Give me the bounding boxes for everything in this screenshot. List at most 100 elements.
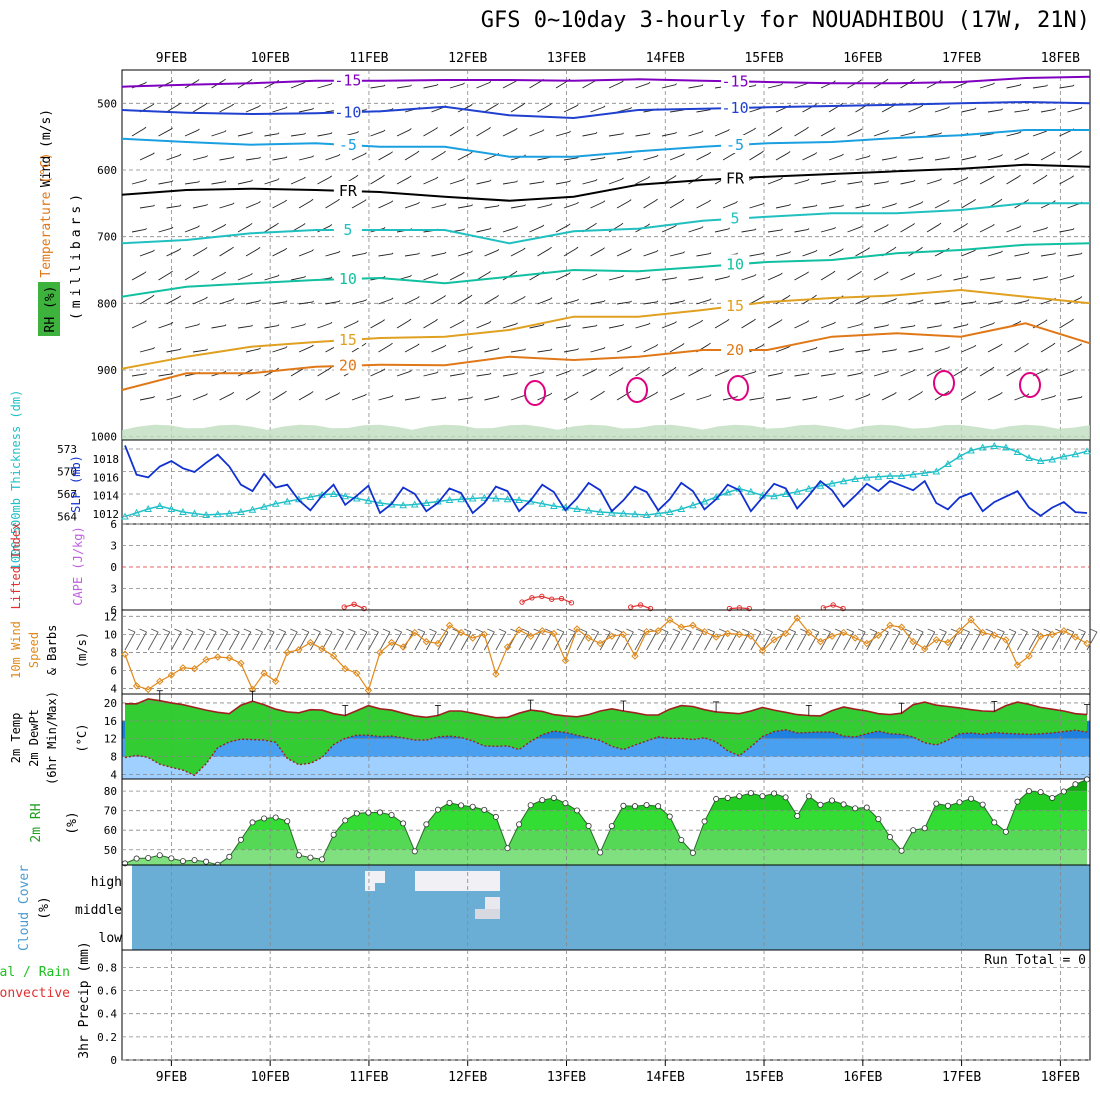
wind-barb <box>356 631 368 651</box>
thickness-point <box>352 494 361 502</box>
wind-barb <box>634 631 646 651</box>
wind-barb-flag <box>284 390 287 394</box>
wind-barb <box>325 200 338 209</box>
wind-barb-flag <box>842 394 844 397</box>
wind-barb <box>184 272 198 281</box>
wind-barb-flag <box>569 130 571 133</box>
wind-barb <box>147 631 159 651</box>
thickness-point <box>793 487 802 495</box>
wind-barb <box>908 202 922 209</box>
wind-barb-flag <box>807 372 810 375</box>
wind-barb <box>820 373 835 377</box>
wind-barb-flag <box>249 78 253 82</box>
wind-barb-flag <box>312 107 314 110</box>
wind-barb <box>425 631 437 651</box>
wind-barb-flag <box>927 628 935 633</box>
wind-barb-flag <box>1026 199 1029 202</box>
wind-barb <box>661 84 676 89</box>
wind-barb-flag <box>550 392 553 395</box>
wind-barb <box>767 178 782 185</box>
wind-speed-point <box>758 646 767 655</box>
lifted-index-point <box>548 596 555 602</box>
wind-barb-flag <box>577 348 579 350</box>
y-tick-label-slp: 1012 <box>93 508 120 521</box>
wind-speed-point <box>596 639 604 648</box>
lifted-index-point <box>627 604 634 610</box>
wind-speed-point <box>237 659 245 667</box>
wind-barb-flag <box>682 392 685 395</box>
wind-barb-flag <box>153 204 155 207</box>
wind-speed-point <box>1002 636 1010 644</box>
day-label: 14FEB <box>646 1070 685 1085</box>
thickness-point <box>132 508 141 516</box>
wind-barb-flag <box>993 82 995 85</box>
wind-barb-flag <box>707 628 715 633</box>
wind-barb <box>457 296 471 305</box>
wind-barb <box>1014 153 1028 161</box>
wind-barb-flag <box>630 300 632 303</box>
wind-barb-flag <box>841 248 844 251</box>
wind-barb-flag <box>469 294 473 298</box>
wind-barb-flag <box>807 178 810 181</box>
cloud-middle-label: middle <box>75 903 122 918</box>
wind-barb <box>184 181 199 185</box>
wind-barb-flag <box>185 628 194 633</box>
wind-barb <box>449 321 463 329</box>
wind-barb-flag <box>302 223 306 226</box>
wind-barb-flag <box>542 371 545 373</box>
contour-label-bg <box>333 70 362 89</box>
wind-barb <box>1067 344 1080 353</box>
wind-speed-point <box>944 638 952 647</box>
thickness-point <box>329 489 338 497</box>
contour-label: 5 <box>731 210 740 228</box>
wind-barb <box>290 368 304 377</box>
wind-barb-flag <box>1052 342 1056 346</box>
wind-barb <box>934 347 949 353</box>
wind-speed-point <box>689 621 697 630</box>
wind-speed-point <box>677 623 686 631</box>
wind-barb <box>873 131 888 137</box>
y-tick-label: 900 <box>97 364 117 377</box>
wind-barb-flag <box>992 322 995 324</box>
wind-barb <box>124 631 136 651</box>
wind-barb-flag <box>330 132 333 134</box>
wind-barb-flag <box>1080 106 1083 109</box>
wind-speed-point <box>619 630 628 639</box>
wind-barb-flag <box>1066 628 1074 633</box>
wind-barb-flag <box>920 246 923 250</box>
wind-barb-flag <box>965 366 968 370</box>
wind-barb <box>219 248 232 257</box>
thickness-point <box>955 452 964 460</box>
wind-barb-flag <box>997 628 1005 633</box>
thickness-point <box>573 504 581 512</box>
wind-barb <box>802 250 816 257</box>
wind-barb-flag <box>787 294 791 298</box>
temperature-contour <box>121 163 1091 202</box>
wind-barb-flag <box>595 178 598 181</box>
wind-barb <box>166 104 179 113</box>
wind-barb-flag <box>727 369 730 372</box>
wind-barb-flag <box>594 368 598 371</box>
wind-barb <box>688 85 703 89</box>
wind-barb <box>1075 631 1086 651</box>
wind-barb <box>159 631 171 651</box>
wind-barb <box>669 631 681 651</box>
wind-barb <box>680 631 692 651</box>
wind-barb-flag <box>700 367 704 370</box>
wind-barb <box>194 631 205 651</box>
wind-barb-flag <box>1054 394 1056 397</box>
wind-barb <box>245 348 260 353</box>
wind10m-panel: 4 6 8 10 12 <box>104 609 1098 696</box>
wind-barb-flag <box>940 324 942 326</box>
wind-barb <box>272 301 287 305</box>
wind-barb <box>449 83 464 89</box>
wind-barb <box>616 249 630 257</box>
wind-barb <box>460 631 472 651</box>
wind-barb-flag <box>329 224 333 227</box>
wind-barb <box>590 106 604 113</box>
wind-speed-point <box>631 652 639 660</box>
rh-point <box>631 803 638 810</box>
rh-point <box>516 821 523 828</box>
day-label: 9FEB <box>156 1070 187 1085</box>
wind-barb <box>881 203 896 209</box>
